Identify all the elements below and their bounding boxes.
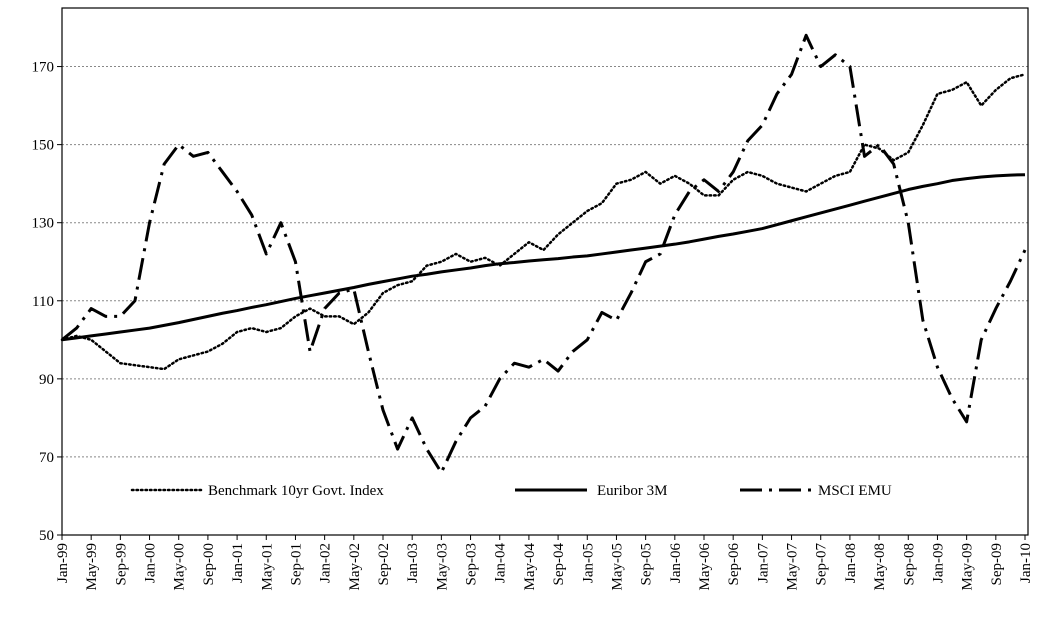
x-tick-label: May-07 — [785, 543, 801, 591]
x-tick-label: Jan-01 — [230, 543, 246, 583]
series-line — [61, 33, 1027, 475]
x-tick-label: Sep-03 — [464, 543, 480, 586]
x-tick-label: Sep-04 — [551, 543, 567, 586]
x-tick-label: Jan-05 — [580, 543, 596, 583]
x-tick-label: May-09 — [960, 543, 976, 591]
x-tick-label: May-05 — [609, 543, 625, 591]
x-tick-label: Sep-00 — [201, 543, 217, 586]
x-tick-label: Sep-01 — [288, 543, 304, 586]
y-tick-label: 50 — [39, 528, 54, 544]
plot-background — [62, 8, 1028, 535]
x-tick-label: Jan-06 — [668, 543, 684, 583]
x-tick-label: Sep-08 — [901, 543, 917, 586]
y-tick-label: 110 — [32, 294, 54, 310]
y-tick-label: 130 — [32, 216, 55, 232]
x-tick-label: Jan-00 — [143, 543, 159, 583]
x-tick-label: Jan-02 — [318, 543, 334, 583]
x-tick-label: Sep-02 — [376, 543, 392, 586]
legend-label: MSCI EMU — [818, 483, 892, 499]
y-tick-label: 90 — [39, 372, 54, 388]
x-tick-label: Jan-08 — [843, 543, 859, 583]
x-tick-label: May-00 — [172, 543, 188, 591]
x-tick-label: Jan-04 — [493, 543, 509, 583]
x-tick-label: May-03 — [434, 543, 450, 591]
x-tick-label: May-04 — [522, 543, 538, 591]
x-tick-label: Sep-05 — [639, 543, 655, 586]
y-tick-label: 170 — [32, 60, 55, 76]
x-tick-label: May-08 — [872, 543, 888, 591]
x-tick-label: Sep-09 — [989, 543, 1005, 586]
x-tick-label: Jan-07 — [755, 543, 771, 583]
y-tick-label: 150 — [32, 138, 55, 154]
x-tick-label: Jan-03 — [405, 543, 421, 583]
x-tick-label: May-06 — [697, 543, 713, 591]
plot-frame — [61, 7, 1029, 536]
series-line — [61, 173, 1026, 342]
x-tick-label: Jan-99 — [55, 543, 71, 583]
x-tick-label: Jan-10 — [1018, 543, 1034, 583]
x-tick-label: Sep-07 — [814, 543, 830, 586]
x-tick-label: Sep-06 — [726, 543, 742, 586]
x-tick-label: May-02 — [347, 543, 363, 591]
x-tick-label: Sep-99 — [113, 543, 129, 586]
legend-label: Euribor 3M — [597, 483, 667, 499]
x-tick-label: Jan-09 — [930, 543, 946, 583]
y-tick-label: 70 — [39, 450, 54, 466]
legend-label: Benchmark 10yr Govt. Index — [208, 483, 384, 499]
x-tick-label: May-01 — [259, 543, 275, 591]
x-tick-label: May-99 — [84, 543, 100, 591]
series-line — [60, 73, 1027, 371]
